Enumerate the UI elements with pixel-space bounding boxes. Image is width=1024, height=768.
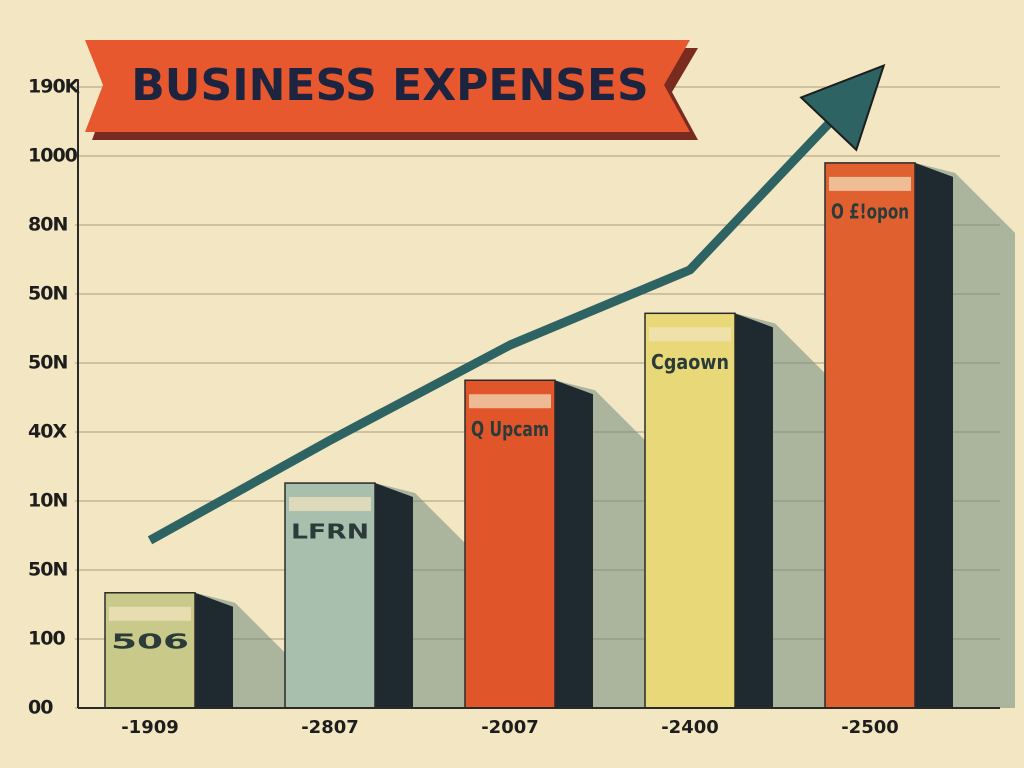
y-tick-label: 50N	[28, 352, 67, 374]
x-tick-label: -1909	[121, 717, 179, 738]
x-tick-label: -2807	[301, 717, 359, 738]
bar-annotation: Cgaown	[651, 350, 729, 374]
bar-side	[555, 380, 593, 708]
bar-side	[915, 162, 953, 708]
y-tick-label: 50N	[28, 559, 67, 581]
trend	[147, 63, 886, 545]
x-tick-label: -2400	[661, 717, 719, 738]
y-tick-label: 00	[28, 697, 53, 719]
bar-annotation: O £!opon	[831, 199, 909, 223]
bar	[824, 162, 916, 709]
bar-band	[829, 176, 911, 191]
banner	[85, 40, 690, 132]
y-tick-label: 100	[28, 628, 65, 650]
trend-arrowhead	[799, 63, 886, 152]
y-tick-label: 50N	[28, 283, 67, 305]
bar-side	[375, 483, 413, 708]
y-tick-label: 10N	[28, 490, 67, 512]
y-tick-label: 190K	[28, 76, 81, 98]
y-tick-label: 1000	[28, 145, 78, 167]
chart-title: BUSINESS EXPENSES	[131, 60, 648, 111]
y-tick-label: 40X	[28, 421, 67, 443]
trend-line	[147, 77, 874, 545]
bars: 506 LFRN Q Upcam Cgaown O £!opon	[104, 162, 1015, 709]
y-tick-label: 80N	[28, 214, 67, 236]
bar-side	[195, 592, 233, 708]
title-banner: BUSINESS EXPENSES	[85, 40, 698, 140]
bar-annotation: LFRN	[291, 520, 369, 544]
bar-annotation: 506	[111, 629, 189, 653]
bar-annotation: Q Upcam	[471, 417, 549, 441]
bar-band	[109, 606, 191, 621]
bar	[644, 312, 736, 709]
x-tick-label: -2500	[841, 717, 899, 738]
bar-band	[649, 327, 731, 342]
x-tick-label: -2007	[481, 717, 539, 738]
bar	[284, 482, 376, 709]
bar-side	[735, 313, 773, 708]
axes: 00 100 50N 10N 40X 50N 50N 80N 1000 190K -1909 -280…	[28, 76, 1000, 738]
bar-band	[469, 394, 551, 409]
bar-band	[289, 497, 371, 512]
